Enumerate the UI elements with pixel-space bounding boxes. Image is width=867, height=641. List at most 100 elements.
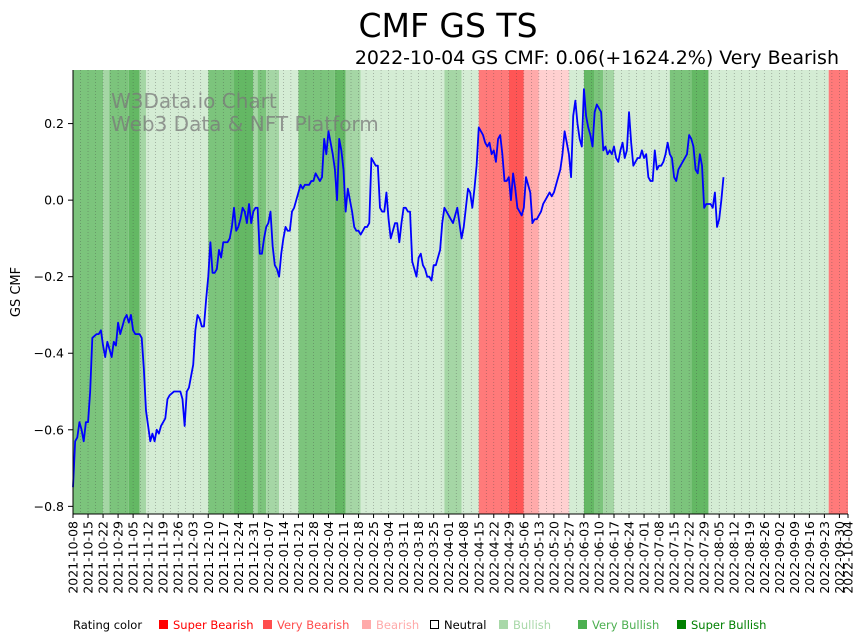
x-tick-label-39: 2022-07-08 xyxy=(652,521,667,594)
x-tick-label-20: 2022-02-25 xyxy=(366,521,381,594)
rating-band-2 xyxy=(109,70,129,514)
legend-label-4: Bullish xyxy=(513,618,551,632)
x-tick-label-32: 2022-05-20 xyxy=(546,521,561,594)
chart-title: CMF GS TS xyxy=(358,6,537,45)
x-tick-label-29: 2022-04-29 xyxy=(501,521,516,594)
legend-label-0: Super Bearish xyxy=(173,618,254,632)
x-tick-label-18: 2022-02-11 xyxy=(336,521,351,594)
legend-label-3: Neutral xyxy=(444,618,486,632)
legend-swatch-1 xyxy=(263,620,272,629)
x-tick-label-3: 2021-10-29 xyxy=(111,521,126,594)
x-tick-label-33: 2022-05-27 xyxy=(561,521,576,594)
x-tick-label-9: 2021-12-10 xyxy=(201,521,216,594)
rating-legend: Rating color Super Bearish Very Bearish Be… xyxy=(73,618,766,632)
x-tick-label-26: 2022-04-08 xyxy=(456,521,471,594)
x-tick-label-24: 2022-03-25 xyxy=(426,521,441,594)
legend-label-5: Very Bullish xyxy=(592,618,659,632)
x-tick-label-23: 2022-03-18 xyxy=(411,521,426,594)
rating-band-5 xyxy=(145,70,209,514)
x-tick-label-46: 2022-08-26 xyxy=(757,521,772,594)
x-tick-label-5: 2021-11-12 xyxy=(141,521,156,594)
rating-band-29 xyxy=(708,70,829,514)
x-tick-label-16: 2022-01-28 xyxy=(306,521,321,594)
x-tick-label-1: 2021-10-15 xyxy=(81,521,96,594)
rating-band-13 xyxy=(334,70,346,514)
x-tick-label-27: 2022-04-15 xyxy=(471,521,486,594)
legend-swatch-4 xyxy=(499,620,508,629)
x-tick-label-50: 2022-09-23 xyxy=(817,521,832,594)
rating-band-25 xyxy=(603,70,614,514)
legend-swatch-3 xyxy=(430,620,439,629)
rating-band-26 xyxy=(613,70,670,514)
x-ticks: 2021-10-08 2021-10-15 2021-10-22 2021-10-29… xyxy=(66,514,856,594)
x-tick-label-35: 2022-06-10 xyxy=(591,521,606,594)
x-tick-label-30: 2022-05-06 xyxy=(516,521,531,594)
x-tick-label-52: 2022-10-04 xyxy=(841,521,856,594)
x-tick-label-47: 2022-09-02 xyxy=(772,521,787,594)
x-tick-label-17: 2022-02-04 xyxy=(321,521,336,594)
x-tick-label-28: 2022-04-22 xyxy=(486,521,501,594)
rating-band-1 xyxy=(103,70,110,514)
x-tick-label-36: 2022-06-17 xyxy=(607,521,622,594)
x-tick-label-38: 2022-07-01 xyxy=(637,521,652,594)
rating-band-12 xyxy=(298,70,335,514)
y-tick-label-5: 0.2 xyxy=(44,116,64,131)
x-tick-label-14: 2022-01-14 xyxy=(276,521,291,594)
x-tick-label-37: 2022-06-24 xyxy=(622,521,637,594)
watermark-line-1: W3Data.io Chart xyxy=(111,89,277,113)
x-tick-label-51: 2022-09-30 xyxy=(832,521,847,594)
x-tick-label-6: 2021-11-19 xyxy=(156,521,171,594)
rating-bands xyxy=(73,70,848,514)
rating-band-14 xyxy=(345,70,361,514)
chart-subtitle: 2022-10-04 GS CMF: 0.06(+1624.2%) Very B… xyxy=(355,47,839,69)
rating-band-3 xyxy=(128,70,140,514)
rating-band-15 xyxy=(360,70,445,514)
x-tick-label-49: 2022-09-16 xyxy=(802,521,817,594)
legend-swatch-5 xyxy=(578,620,587,629)
x-tick-label-7: 2021-11-26 xyxy=(171,521,186,594)
rating-band-30 xyxy=(828,70,848,514)
legend-swatch-0 xyxy=(159,620,168,629)
x-tick-label-15: 2022-01-21 xyxy=(291,521,306,594)
legend-label-1: Very Bearish xyxy=(277,618,349,632)
x-tick-label-0: 2021-10-08 xyxy=(66,521,81,594)
x-tick-label-22: 2022-03-11 xyxy=(396,521,411,594)
x-tick-label-2: 2021-10-22 xyxy=(96,521,111,594)
rating-band-4 xyxy=(139,70,146,514)
legend-label-2: Bearish xyxy=(376,618,419,632)
y-tick-label-2: −0.4 xyxy=(34,346,64,361)
x-tick-label-42: 2022-07-29 xyxy=(697,521,712,594)
rating-band-16 xyxy=(444,70,462,514)
x-tick-label-31: 2022-05-13 xyxy=(531,521,546,594)
y-ticks: −0.8 −0.6 −0.4 −0.2 0.0 0.2 xyxy=(34,116,73,514)
y-tick-label-1: −0.6 xyxy=(34,422,64,437)
x-tick-label-13: 2022-01-07 xyxy=(261,521,276,594)
x-tick-label-10: 2021-12-17 xyxy=(216,521,231,594)
legend-label-6: Super Bullish xyxy=(691,618,766,632)
watermark-line-2: Web3 Data & NFT Platform xyxy=(111,112,379,136)
y-tick-label-4: 0.0 xyxy=(44,193,64,208)
x-tick-label-48: 2022-09-09 xyxy=(787,521,802,594)
rating-band-23 xyxy=(583,70,595,514)
rating-band-11 xyxy=(279,70,299,514)
series-layer xyxy=(72,88,725,488)
rating-band-17 xyxy=(461,70,479,514)
legend-swatch-2 xyxy=(362,620,371,629)
y-tick-label-3: −0.2 xyxy=(34,269,64,284)
x-tick-label-12: 2021-12-31 xyxy=(246,521,261,594)
y-tick-label-0: −0.8 xyxy=(34,499,64,514)
rating-band-6 xyxy=(208,70,235,514)
y-axis-label: GS CMF xyxy=(9,267,24,317)
x-tick-label-45: 2022-08-19 xyxy=(742,521,757,594)
x-tick-label-25: 2022-04-01 xyxy=(441,521,456,594)
x-tick-label-43: 2022-08-05 xyxy=(712,521,727,594)
rating-band-9 xyxy=(257,70,267,514)
x-tick-label-19: 2022-02-18 xyxy=(351,521,366,594)
legend-title: Rating color xyxy=(73,618,142,632)
x-tick-label-34: 2022-06-03 xyxy=(576,521,591,594)
x-tick-label-41: 2022-07-22 xyxy=(682,521,697,594)
x-tick-label-40: 2022-07-15 xyxy=(667,521,682,594)
x-tick-label-21: 2022-03-04 xyxy=(381,521,396,594)
series-line-0 xyxy=(72,88,725,488)
